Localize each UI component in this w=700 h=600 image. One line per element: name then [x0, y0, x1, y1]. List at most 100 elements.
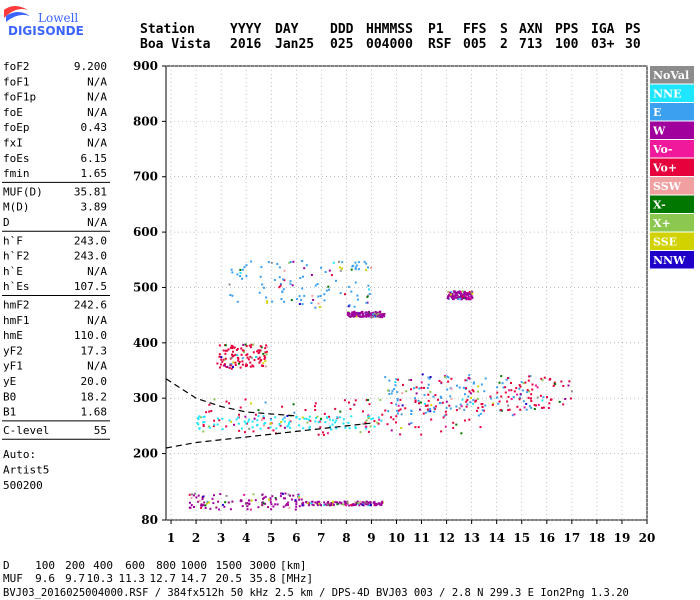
echo-point [303, 417, 306, 420]
echo-point [374, 503, 376, 506]
echo-point [219, 493, 222, 496]
param-value: 1.68 [81, 406, 108, 419]
echo-point [383, 313, 386, 315]
echo-point [519, 385, 522, 388]
echo-point [249, 346, 252, 349]
echo-point [554, 382, 557, 385]
y-tick-label: 900 [133, 59, 158, 73]
echo-point [374, 314, 377, 317]
echo-point [382, 314, 385, 317]
echo-point [221, 428, 224, 430]
x-tick-label: 13 [463, 531, 480, 545]
echo-point [370, 313, 373, 316]
header-value: 03+ [591, 37, 615, 52]
echo-point [445, 413, 448, 416]
echo-point [365, 419, 368, 422]
echo-point [327, 285, 330, 288]
legend-label: NNE [653, 88, 682, 101]
echo-point [272, 505, 275, 508]
echo-point [314, 402, 317, 405]
legend-swatch [650, 158, 694, 176]
echo-point [294, 499, 297, 502]
echo-point [355, 264, 358, 267]
echo-point [327, 502, 330, 505]
x-tick-label: 20 [639, 531, 656, 545]
echo-point [219, 366, 221, 369]
legend-swatch [650, 232, 694, 250]
echo-point [458, 290, 461, 293]
echo-point [456, 294, 459, 297]
echo-point [288, 422, 290, 425]
echo-point [342, 503, 345, 506]
echo-point [276, 503, 279, 506]
echo-point [372, 417, 375, 420]
param-value: 35.81 [74, 185, 107, 198]
legend-label: X+ [653, 217, 671, 230]
echo-point [467, 395, 470, 398]
echo-point [468, 418, 471, 421]
header-value: Jan25 [275, 37, 314, 52]
echo-point [281, 405, 284, 408]
echo-point [308, 426, 311, 429]
echo-point [506, 400, 509, 403]
param-name: yF1 [3, 360, 23, 373]
echo-point [371, 313, 374, 316]
echo-point [461, 398, 464, 401]
echo-point [542, 396, 545, 399]
echo-point [440, 396, 443, 399]
x-tick-label: 14 [488, 531, 505, 545]
echo-point [253, 417, 256, 420]
echo-point [251, 426, 254, 429]
echo-point [533, 408, 536, 410]
echo-point [272, 429, 275, 432]
echo-point [274, 416, 277, 419]
echo-point [300, 298, 303, 301]
echo-point [362, 422, 365, 425]
echo-point [460, 432, 463, 435]
echo-point [191, 493, 193, 496]
param-value: 107.5 [74, 280, 107, 293]
echo-point [217, 500, 220, 503]
echo-point [262, 415, 265, 418]
echo-point [229, 294, 232, 296]
echo-point [223, 363, 226, 366]
echo-point [377, 312, 380, 315]
echo-point [397, 404, 400, 407]
echo-point [429, 376, 432, 378]
echo-point [262, 502, 265, 505]
echo-point [290, 299, 293, 302]
legend-swatch [650, 84, 694, 102]
echo-point [202, 504, 205, 507]
echo-point [287, 503, 289, 506]
echo-point [490, 397, 493, 400]
echo-point [316, 415, 319, 418]
echo-point [298, 505, 301, 508]
echo-point [269, 426, 272, 429]
echo-point [245, 363, 248, 366]
echo-point [526, 389, 529, 392]
echo-point [283, 269, 286, 272]
echo-point [234, 364, 237, 366]
echo-point [430, 418, 433, 421]
echo-point [530, 406, 533, 409]
x-tick-label: 16 [538, 531, 555, 545]
echo-point [355, 311, 358, 314]
echo-point [325, 289, 328, 292]
echo-point [216, 423, 219, 426]
echo-point [441, 401, 444, 404]
echo-point [341, 267, 343, 270]
echo-point [302, 275, 304, 278]
echo-point [429, 390, 432, 393]
echo-point [301, 287, 304, 290]
echo-point [213, 494, 215, 497]
y-tick-label: 400 [133, 336, 158, 350]
echo-point [257, 506, 260, 509]
echo-point [244, 415, 247, 418]
echo-point [295, 505, 298, 508]
echo-point [359, 500, 362, 503]
file-footer: BVJ03_2016025004000.RSF / 384fx512h 50 k… [3, 587, 629, 599]
echo-point [339, 292, 342, 295]
muf-value: 35.8 [250, 572, 277, 585]
echo-point [452, 298, 455, 301]
echo-point [410, 422, 413, 424]
